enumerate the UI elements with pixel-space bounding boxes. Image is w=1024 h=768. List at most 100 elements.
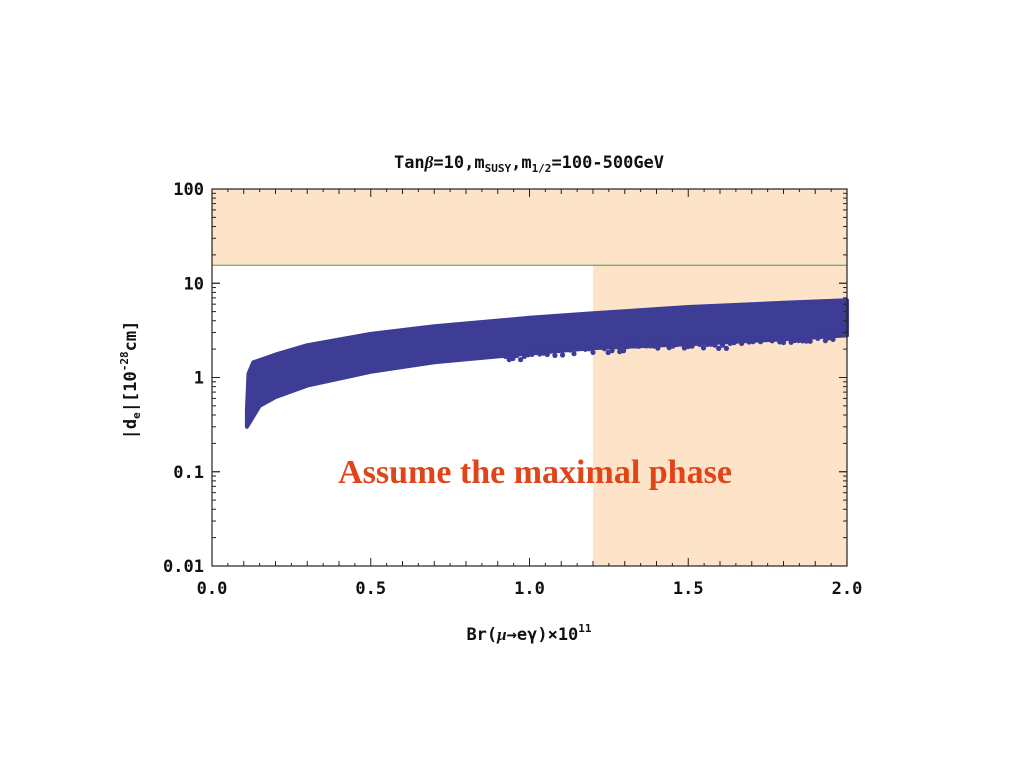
scatter-point [582,346,589,352]
scatter-point [529,351,535,357]
scatter-point [598,340,604,346]
scatter-point [601,345,608,351]
scatter-point [590,340,596,346]
scatter-point [674,341,680,347]
scatter-point [502,353,508,359]
y-tick-label: 0.01 [163,557,204,577]
scatter-point [579,343,585,349]
minor-ticks [211,188,848,567]
scatter-point [735,333,741,339]
scatter-point [689,343,695,349]
y-tick-labels: 0.01 0.1 1 10 100 [163,180,204,577]
scatter-point [559,348,566,354]
y-tick-label: 10 [184,274,204,294]
scatter-point [780,339,787,346]
scatter-point [529,345,535,351]
x-tick-label: 1.5 [673,579,704,599]
scatter-point [537,344,543,350]
scatter-point [655,345,661,351]
scatter-point [495,352,501,358]
scatter-point [800,333,806,340]
scatter-point [731,340,737,346]
scatter-point [716,338,722,344]
scatter-point [556,348,562,354]
scatter-point [609,348,615,354]
scatter-point [502,348,508,354]
scatter-point [567,347,573,353]
chart-title: Tanβ=10,mSUSY,m1/2=100-500GeV [394,153,664,175]
scatter-point [777,332,783,338]
scatter-point [620,346,627,352]
scatter-point [552,352,558,358]
scatter-point [521,349,528,355]
scatter-point [796,333,802,339]
scatter-point [727,339,733,346]
scatter-point [803,338,810,344]
scatter-point [681,345,688,351]
scatter-point [647,343,653,349]
scatter-point [518,357,524,363]
scatter-point [697,335,703,341]
y-tick-label: 0.1 [173,463,204,483]
annotation-text: Assume the maximal phase [338,454,732,491]
scatter-point [697,341,703,347]
scatter-point [769,336,775,342]
scatter-point [685,338,691,344]
x-axis-label: Br(μ→eγ)×1011 [466,622,591,645]
scatter-point [758,337,764,343]
scatter-point [624,344,630,350]
scatter-point [841,330,848,336]
scatter-point [708,338,714,344]
scatter-point [750,337,756,343]
scatter-point [822,331,829,337]
x-tick-labels: 0.0 0.5 1.0 1.5 2.0 [197,579,863,599]
scatter-point [647,336,653,342]
scatter-point [559,352,566,358]
scatter-point [754,333,760,339]
scatter-point [712,342,718,348]
x-tick-label: 2.0 [832,579,863,599]
scatter-point [716,345,722,351]
scatter-point [723,334,730,340]
scatter-point [739,337,745,343]
scatter-point [586,346,592,352]
scatter-point [605,341,611,348]
y-tick-label: 100 [173,180,204,200]
scatter-point [582,339,589,345]
scatter-point [651,343,657,349]
scatter-point [659,340,665,346]
scatter-point [510,355,516,362]
scatter-point [662,339,669,345]
scatter-point [796,337,802,344]
scatter-point [525,352,531,358]
scatter-point [822,338,829,344]
scatter-point [655,338,661,344]
scatter-point [784,330,790,336]
scatter-point [800,338,806,344]
scatter-point [826,328,832,334]
scatter-point [700,345,707,351]
scatter-point [643,343,649,349]
scatter-point [723,345,730,351]
scatter-point [742,334,749,340]
scatter-point [628,338,634,344]
scatter-point [685,343,691,350]
x-tick-label: 1.0 [514,579,545,599]
scatter-point [712,334,718,340]
x-tick-label: 0.0 [197,579,228,599]
scatter-point [807,338,813,344]
scatter-point [700,339,707,345]
scatter-point [834,331,840,337]
scatter-point [780,336,787,342]
scatter-points [495,328,848,363]
excluded-region-meg-bound [593,189,847,566]
scatter-point [605,349,611,356]
scatter-point [678,336,684,342]
scatter-point [544,351,550,358]
scatter-point [552,347,558,353]
scatter-point [590,349,596,355]
scatter-point [830,336,836,342]
scatter-point [643,339,649,345]
y-axis-label: |de|[10-28cm] [118,321,143,440]
